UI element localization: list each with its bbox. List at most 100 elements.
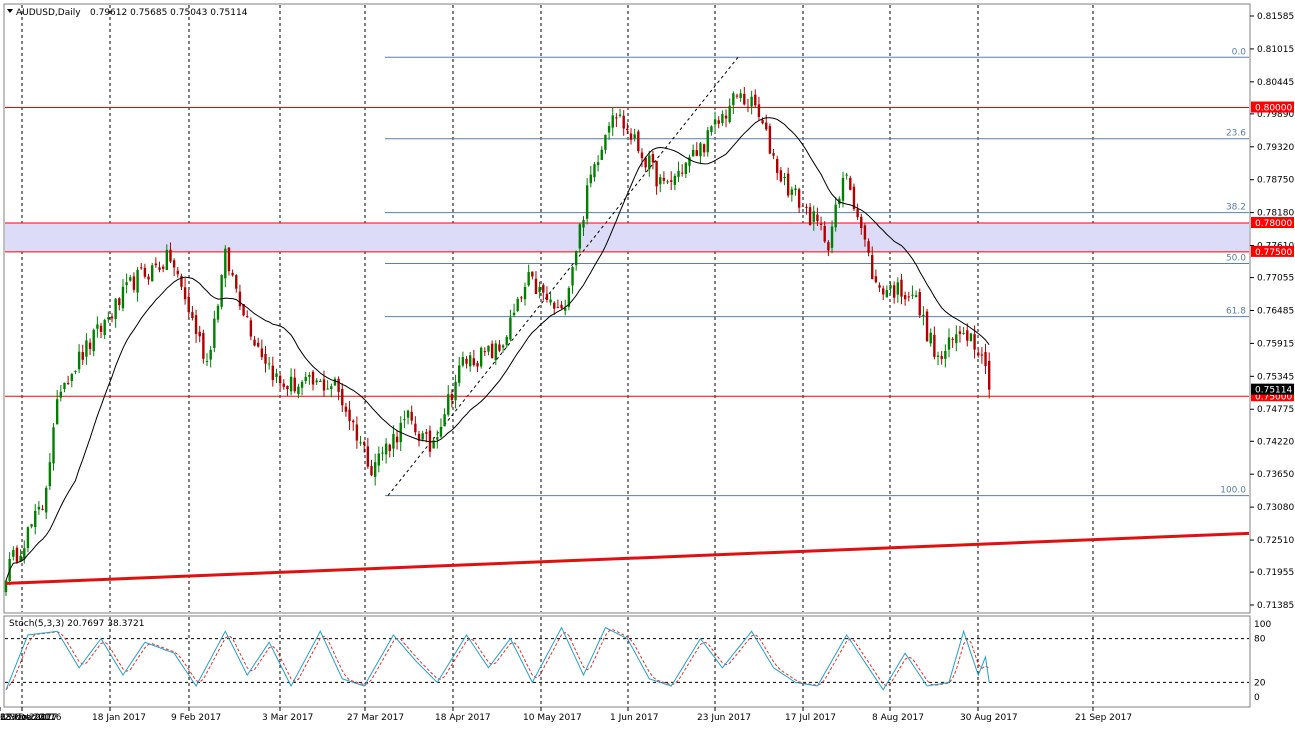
stoch-axis-label: 100 xyxy=(1254,620,1271,630)
time-tick-label: 23 Jun 2017 xyxy=(697,713,751,723)
candle-body xyxy=(264,354,267,364)
time-tick-label: 8 Aug 2017 xyxy=(872,713,924,723)
candle-body xyxy=(220,275,223,307)
candle-body xyxy=(969,333,973,342)
candle-body xyxy=(911,294,914,296)
candle-body xyxy=(768,125,772,154)
candle-body xyxy=(903,295,907,300)
candle-body xyxy=(987,360,991,390)
candle-body xyxy=(238,291,242,307)
candle-body xyxy=(604,134,607,150)
fib-level-label: 38.2 xyxy=(1226,203,1246,213)
candle-body xyxy=(377,453,381,466)
menu-triangle-icon[interactable] xyxy=(7,9,13,13)
price-tick-label: 0.73080 xyxy=(1257,503,1294,513)
candle-body xyxy=(70,374,73,381)
candle-body xyxy=(955,334,958,344)
candle-body xyxy=(147,276,150,280)
candle-body xyxy=(472,358,476,366)
candle-body xyxy=(88,342,92,349)
candle-body xyxy=(490,343,494,359)
candle-body xyxy=(947,337,951,350)
candle-body xyxy=(421,433,424,440)
candle-body xyxy=(110,316,114,319)
candlesticks xyxy=(4,86,991,596)
fib-level-label: 100.0 xyxy=(1220,486,1246,496)
candle-body xyxy=(951,338,954,340)
candle-body xyxy=(169,249,172,262)
candle-body xyxy=(388,444,391,451)
time-tick-label: 6 Nov 2017 xyxy=(0,713,52,723)
candle-body xyxy=(151,265,154,282)
candle-body xyxy=(96,324,99,329)
candle-body xyxy=(235,275,238,289)
candle-body xyxy=(757,104,761,118)
candle-body xyxy=(468,355,472,367)
candle-body xyxy=(717,120,720,124)
candle-body xyxy=(644,157,647,168)
candle-body xyxy=(66,382,70,384)
candle-body xyxy=(786,173,790,196)
candle-body xyxy=(655,160,658,187)
candle-body xyxy=(443,414,446,427)
candle-body xyxy=(750,96,753,107)
candle-body xyxy=(454,381,457,401)
candle-body xyxy=(406,410,410,418)
candle-body xyxy=(447,394,450,415)
candle-body xyxy=(410,411,413,421)
candle-body xyxy=(578,224,582,249)
candle-body xyxy=(348,409,351,422)
candle-body xyxy=(19,555,22,562)
candle-body xyxy=(673,175,677,185)
candle-body xyxy=(465,358,468,364)
candle-body xyxy=(637,131,640,152)
candle-body xyxy=(319,380,322,383)
candle-body xyxy=(688,157,691,166)
trendline-line xyxy=(5,531,1250,585)
time-tick-label: 30 Aug 2017 xyxy=(960,713,1018,723)
candle-body xyxy=(370,466,373,476)
level-price-tag xyxy=(1251,390,1294,402)
fib-level-label: 0.0 xyxy=(1232,47,1247,57)
candle-body xyxy=(479,347,483,367)
candle-body xyxy=(439,426,443,437)
candle-body xyxy=(765,122,768,130)
price-tick-label: 0.78750 xyxy=(1257,176,1294,186)
stoch-main-line xyxy=(5,626,990,691)
candle-body xyxy=(333,378,337,386)
candle-body xyxy=(852,186,856,210)
chart-header: AUDUSD,Daily 0.79612 0.75685 0.75043 0.7… xyxy=(7,8,248,18)
candle-body xyxy=(165,249,169,271)
candle-body xyxy=(315,380,318,383)
candle-body xyxy=(260,348,264,358)
candle-body xyxy=(59,391,63,398)
candle-body xyxy=(958,331,962,334)
candle-body xyxy=(984,352,987,367)
candle-body xyxy=(355,424,359,441)
candle-body xyxy=(596,162,600,166)
candle-body xyxy=(699,143,702,157)
fibonacci-retracement: 0.0 23.6 38.2 50.0 61.8 100.0 xyxy=(385,47,1249,497)
symbol-label: AUDUSD,Daily xyxy=(16,8,81,18)
candle-body xyxy=(929,332,932,344)
candle-body xyxy=(691,149,695,157)
candle-body xyxy=(118,298,121,306)
candle-body xyxy=(925,311,929,342)
level-price-tag-label: 0.77500 xyxy=(1255,248,1292,258)
fib-level-label: 50.0 xyxy=(1226,253,1246,263)
time-axis: 23 Dec 2016 18 Jan 2017 9 Feb 2017 3 Mar 20… xyxy=(0,707,1132,723)
candle-body xyxy=(827,242,830,251)
candle-body xyxy=(242,304,245,316)
candle-body xyxy=(585,185,589,219)
candle-body xyxy=(677,170,680,177)
price-tick-label: 0.77055 xyxy=(1257,274,1294,284)
candle-body xyxy=(900,279,903,297)
candle-body xyxy=(92,329,95,352)
stoch-axis-label: 80 xyxy=(1254,635,1266,645)
candle-body xyxy=(392,433,395,449)
candle-body xyxy=(633,134,636,139)
candle-body xyxy=(936,355,940,357)
candle-body xyxy=(549,299,552,303)
candle-body xyxy=(107,317,110,320)
candle-body xyxy=(140,267,143,269)
